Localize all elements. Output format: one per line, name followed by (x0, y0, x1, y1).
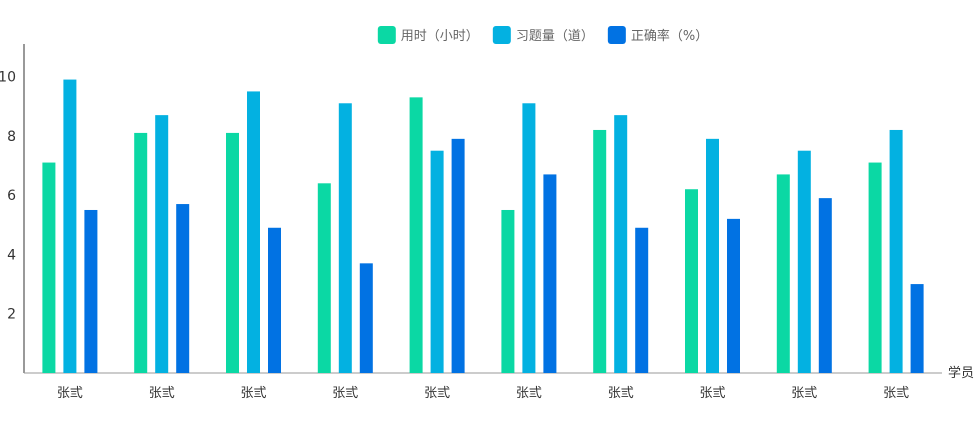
bar-series-1-cat-4 (430, 150, 444, 373)
bar-series-1-cat-1 (155, 115, 169, 373)
legend-swatch (492, 26, 511, 44)
legend-swatch (377, 26, 396, 44)
y-axis: 2 4 6 8 10 (0, 44, 25, 373)
bar-series-0-cat-6 (593, 129, 607, 373)
bar-series-0-cat-3 (317, 183, 331, 373)
legend-item[interactable]: 正确率（%） (607, 26, 708, 44)
legend-label: 正确率（%） (631, 28, 708, 44)
bar-series-1-cat-9 (889, 129, 903, 373)
bar-series-2-cat-0 (84, 209, 98, 373)
bar-series-0-cat-7 (685, 189, 698, 373)
legend-swatch (607, 26, 626, 44)
bar-series-1-cat-7 (706, 138, 719, 373)
x-tick-label: 张弎 (699, 386, 725, 401)
bar-series-1-cat-5 (522, 103, 536, 373)
legend-item[interactable]: 习题量（道） (492, 26, 594, 44)
x-tick-label: 张弎 (149, 386, 175, 401)
bar-series-2-cat-4 (451, 138, 465, 373)
bar-series-2-cat-9 (910, 284, 924, 373)
y-tick-label: 6 (7, 188, 16, 204)
legend-label: 习题量（道） (516, 29, 594, 44)
legend-label: 用时（小时） (401, 29, 479, 44)
bar-series-0-cat-1 (134, 132, 148, 373)
x-tick-label: 张弎 (240, 386, 266, 401)
bar-series-0-cat-9 (868, 162, 882, 373)
bar-series-1-cat-2 (247, 91, 260, 373)
bar-series-1-cat-8 (797, 150, 811, 373)
x-tick-label: 张弎 (424, 386, 450, 401)
bar-series-1-cat-6 (614, 115, 628, 373)
y-tick-label: 2 (7, 307, 16, 323)
bar-series-0-cat-8 (776, 174, 790, 373)
bar-series-1-cat-0 (63, 79, 77, 373)
x-tick-label: 张弎 (608, 386, 634, 401)
x-tick-label: 张弎 (791, 386, 817, 401)
legend: 用时（小时） 习题量（道） 正确率（%） (377, 26, 708, 44)
y-tick-label: 8 (7, 129, 16, 145)
y-tick-label: 4 (7, 247, 16, 263)
bar-series-2-cat-8 (818, 198, 832, 373)
x-axis-title: 学员 (948, 365, 974, 381)
bar-series-0-cat-2 (226, 132, 239, 373)
bar-series-2-cat-2 (268, 227, 281, 373)
bar-series-2-cat-6 (635, 227, 649, 373)
bar-series-0-cat-4 (409, 97, 423, 373)
bars (42, 79, 924, 373)
y-tick-label: 10 (0, 70, 16, 86)
bar-series-2-cat-7 (727, 218, 740, 373)
legend-item[interactable]: 用时（小时） (377, 26, 479, 44)
x-tick-label: 张弎 (883, 386, 909, 401)
x-tick-label: 张弎 (332, 386, 358, 401)
bar-series-1-cat-3 (338, 103, 352, 373)
bar-series-2-cat-1 (176, 204, 190, 373)
bar-series-0-cat-5 (501, 209, 515, 373)
x-tick-label: 张弎 (57, 386, 83, 401)
x-tick-label: 张弎 (516, 386, 542, 401)
bar-series-0-cat-0 (42, 162, 56, 373)
bar-series-2-cat-5 (543, 174, 557, 373)
bar-series-2-cat-3 (359, 263, 373, 373)
